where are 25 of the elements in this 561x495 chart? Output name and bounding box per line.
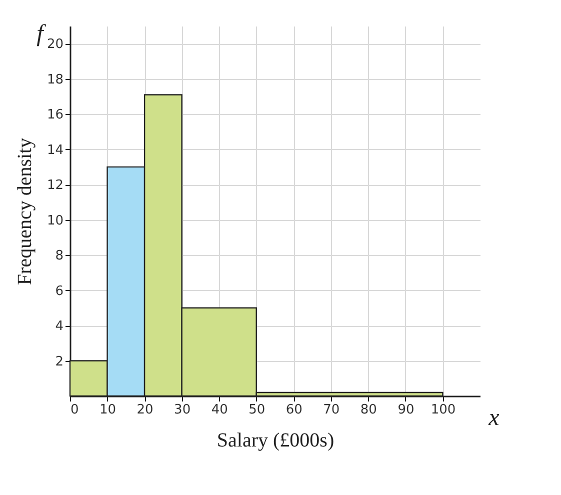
- x-tick-label: 70: [323, 402, 340, 418]
- x-tick-label: 100: [430, 402, 456, 418]
- x-tick-label: 90: [398, 402, 414, 418]
- y-tick-label: 14: [46, 142, 64, 158]
- text: f: [36, 21, 47, 47]
- x-tick-label: 20: [136, 402, 154, 418]
- y-axis-title: Frequency density: [14, 138, 36, 286]
- y-tick-label: 12: [46, 178, 64, 194]
- y-tick-label: 20: [46, 37, 64, 52]
- x-tick-label: 50: [248, 402, 266, 418]
- x-tick-label: 40: [211, 402, 228, 418]
- y-tick-label: 6: [55, 284, 64, 299]
- y-tick-label: 2: [55, 354, 64, 370]
- y-tick-label: 8: [55, 248, 64, 264]
- x-axis-title: Salary (£000s): [216, 430, 334, 452]
- x-tick-label: 0: [70, 402, 79, 418]
- text: x: [488, 405, 500, 431]
- y-tick-label: 4: [55, 319, 64, 334]
- x-tick-label: 10: [100, 402, 116, 418]
- x-tick-label: 30: [174, 402, 191, 418]
- x-tick-label: 60: [286, 402, 302, 418]
- y-tick-label: 18: [46, 72, 64, 88]
- x-tick-label: 80: [360, 402, 377, 418]
- y-tick-label: 10: [46, 213, 64, 228]
- y-tick-label: 16: [46, 108, 64, 123]
